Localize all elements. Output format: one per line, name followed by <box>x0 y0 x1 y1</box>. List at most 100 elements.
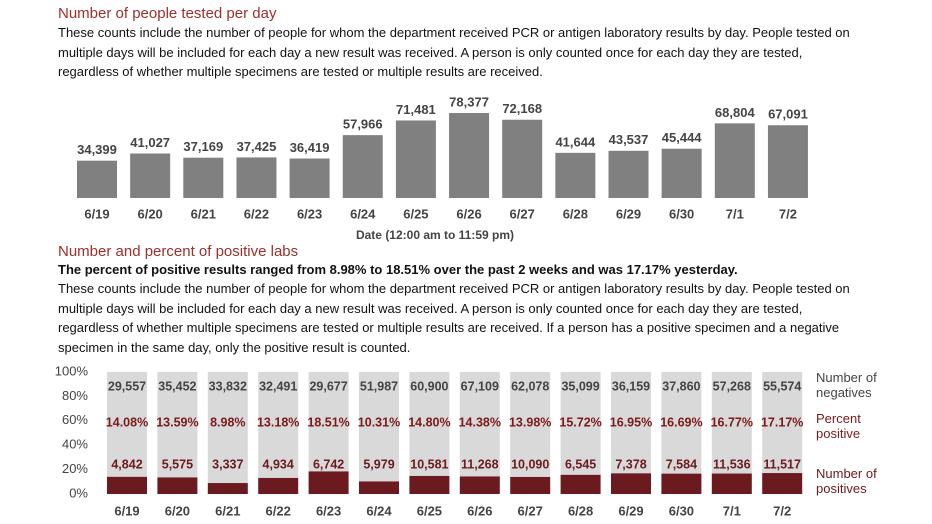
bar-segment <box>762 372 803 474</box>
legend-label: Number of positives <box>816 466 877 496</box>
x-tick-label: 6/28 <box>563 206 588 221</box>
bar-segment <box>762 473 803 494</box>
data-label: 45,444 <box>662 130 703 145</box>
bar <box>342 135 383 198</box>
data-label: 72,168 <box>502 101 542 116</box>
data-label: 36,419 <box>290 140 330 155</box>
data-label: 11,268 <box>461 457 499 471</box>
bar <box>236 157 277 198</box>
x-tick-label: 7/2 <box>779 206 797 221</box>
description: These counts include the number of peopl… <box>58 25 850 79</box>
bar-segment <box>107 372 147 477</box>
legend-label: Number of negatives <box>816 370 877 400</box>
data-label: 5,979 <box>363 457 394 471</box>
data-label: 37,169 <box>183 139 223 154</box>
bar <box>555 152 596 198</box>
data-label: 10.31% <box>358 415 400 429</box>
bar-segment <box>510 476 551 494</box>
data-label: 6,545 <box>565 457 596 471</box>
bar <box>289 158 330 198</box>
data-label: 32,491 <box>259 379 297 393</box>
data-label: 60,900 <box>410 379 448 393</box>
bar-segment <box>308 471 349 494</box>
subtitle: The percent of positive results ranged f… <box>58 262 738 277</box>
x-tick-label: 6/27 <box>518 503 543 518</box>
x-axis-label: Date (12:00 am to 11:59 pm) <box>356 228 514 242</box>
data-label: 14.38% <box>459 415 501 429</box>
data-label: 36,159 <box>612 379 650 393</box>
bar-segment <box>107 476 147 494</box>
data-label: 7,584 <box>666 457 697 471</box>
y-tick-label: 80% <box>62 388 88 403</box>
data-label: 67,091 <box>768 107 808 122</box>
data-label: 5,575 <box>162 457 193 471</box>
data-label: 10,090 <box>511 457 549 471</box>
bar-segment <box>258 372 299 478</box>
bar <box>395 120 436 198</box>
data-label: 3,337 <box>212 457 243 471</box>
bar-segment <box>359 372 399 482</box>
bar-segment <box>409 372 450 476</box>
data-label: 29,557 <box>108 379 146 393</box>
bar <box>767 125 808 198</box>
data-label: 29,677 <box>309 379 347 393</box>
x-tick-label: 6/28 <box>568 503 593 518</box>
x-tick-label: 7/1 <box>726 206 744 221</box>
bar-segment <box>207 372 248 484</box>
data-label: 62,078 <box>511 379 549 393</box>
data-label: 7,378 <box>615 457 646 471</box>
x-tick-label: 7/2 <box>773 503 791 518</box>
x-tick-label: 6/26 <box>456 206 481 221</box>
data-label: 13.98% <box>509 415 551 429</box>
x-tick-label: 6/19 <box>114 503 139 518</box>
data-label: 6,742 <box>313 457 344 471</box>
data-label: 14.08% <box>106 415 148 429</box>
bar-segment <box>459 476 500 494</box>
bar-segment <box>711 473 752 494</box>
data-label: 37,860 <box>662 379 700 393</box>
data-label: 57,966 <box>343 117 383 132</box>
data-label: 34,399 <box>77 142 117 157</box>
x-tick-label: 6/25 <box>403 206 428 221</box>
data-label: 41,027 <box>130 135 170 150</box>
data-label: 18.51% <box>307 415 349 429</box>
bar-segment <box>308 372 349 472</box>
x-tick-label: 6/24 <box>366 503 392 518</box>
data-label: 11,517 <box>763 457 801 471</box>
x-tick-label: 6/24 <box>350 206 376 221</box>
bar-segment <box>258 477 299 494</box>
x-tick-label: 7/1 <box>723 503 741 518</box>
y-tick-label: 40% <box>62 437 88 452</box>
data-label: 8.98% <box>210 415 245 429</box>
data-label: 16.95% <box>610 415 652 429</box>
data-label: 78,377 <box>449 94 489 109</box>
data-label: 51,987 <box>360 379 398 393</box>
data-label: 17.17% <box>761 415 803 429</box>
x-tick-label: 6/29 <box>616 206 641 221</box>
data-label: 43,537 <box>609 132 649 147</box>
bar-segment <box>157 372 198 478</box>
bar <box>130 153 171 198</box>
y-tick-label: 60% <box>62 412 88 427</box>
data-label: 33,832 <box>209 379 247 393</box>
data-label: 14.80% <box>408 415 450 429</box>
bar-segment <box>409 475 450 494</box>
data-label: 10,581 <box>410 457 448 471</box>
x-tick-label: 6/23 <box>316 503 341 518</box>
x-tick-label: 6/22 <box>266 503 291 518</box>
chart-title: Number and percent of positive labs <box>58 243 299 260</box>
description: These counts include the number of peopl… <box>58 281 850 355</box>
bar <box>183 157 224 198</box>
bar-segment <box>510 372 551 477</box>
bar <box>449 113 490 198</box>
chart-title: Number of people tested per day <box>58 5 277 22</box>
data-label: 11,536 <box>713 457 751 471</box>
data-label: 41,644 <box>555 134 596 149</box>
bar-segment <box>661 372 702 474</box>
x-tick-label: 6/29 <box>618 503 643 518</box>
bar-segment <box>560 372 601 475</box>
bar <box>502 119 543 198</box>
bar-segment <box>207 483 248 494</box>
